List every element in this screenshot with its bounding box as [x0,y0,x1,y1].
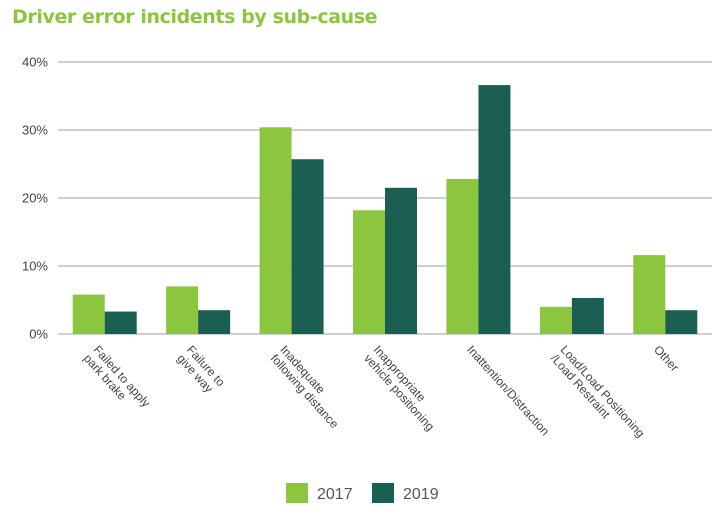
legend-swatch-2017 [286,483,308,503]
bar-2017-5 [446,178,479,334]
bar-2017-2 [166,286,199,334]
bar-2019-7 [665,310,698,334]
x-axis-labels: Failed to applypark brake Failure togive … [81,343,682,449]
x-category-label: Failure togive way [174,343,228,398]
x-category-label: Inadequatefollowing distance [268,343,352,432]
bar-2019-5 [478,85,511,335]
legend: 2017 2019 [286,483,439,503]
y-axis-ticks: 0% 10% 20% 30% 40% [22,55,48,342]
legend-label-2019: 2019 [403,486,439,503]
bar-2019-1 [104,311,137,334]
y-tick-label: 20% [22,191,48,206]
chart-title: Driver error incidents by sub-cause [12,6,378,28]
y-tick-label: 0% [29,327,48,342]
y-tick-label: 40% [22,55,48,70]
y-tick-label: 30% [22,123,48,138]
bar-2017-4 [353,210,385,334]
x-category-label: Other [651,343,681,375]
legend-swatch-2019 [372,483,394,503]
x-category-label: Inappropriatevehicle positioning [361,343,447,434]
bar-2019-3 [291,159,324,334]
bar-2017-7 [633,255,666,334]
bar-2017-6 [539,306,572,334]
x-category-label: Failed to applypark brake [81,343,153,419]
bar-2019-4 [385,187,417,334]
bar-2017-1 [72,294,105,334]
y-tick-label: 10% [22,259,48,274]
bar-2019-2 [198,310,231,334]
bar-2017-3 [259,127,292,334]
x-category-label: Inattention/Distraction [464,343,552,439]
legend-label-2017: 2017 [317,486,353,503]
bars [72,85,698,335]
bar-2019-6 [571,297,604,334]
x-category-label: Load/Load Positioning/Load Restraint [548,343,648,449]
